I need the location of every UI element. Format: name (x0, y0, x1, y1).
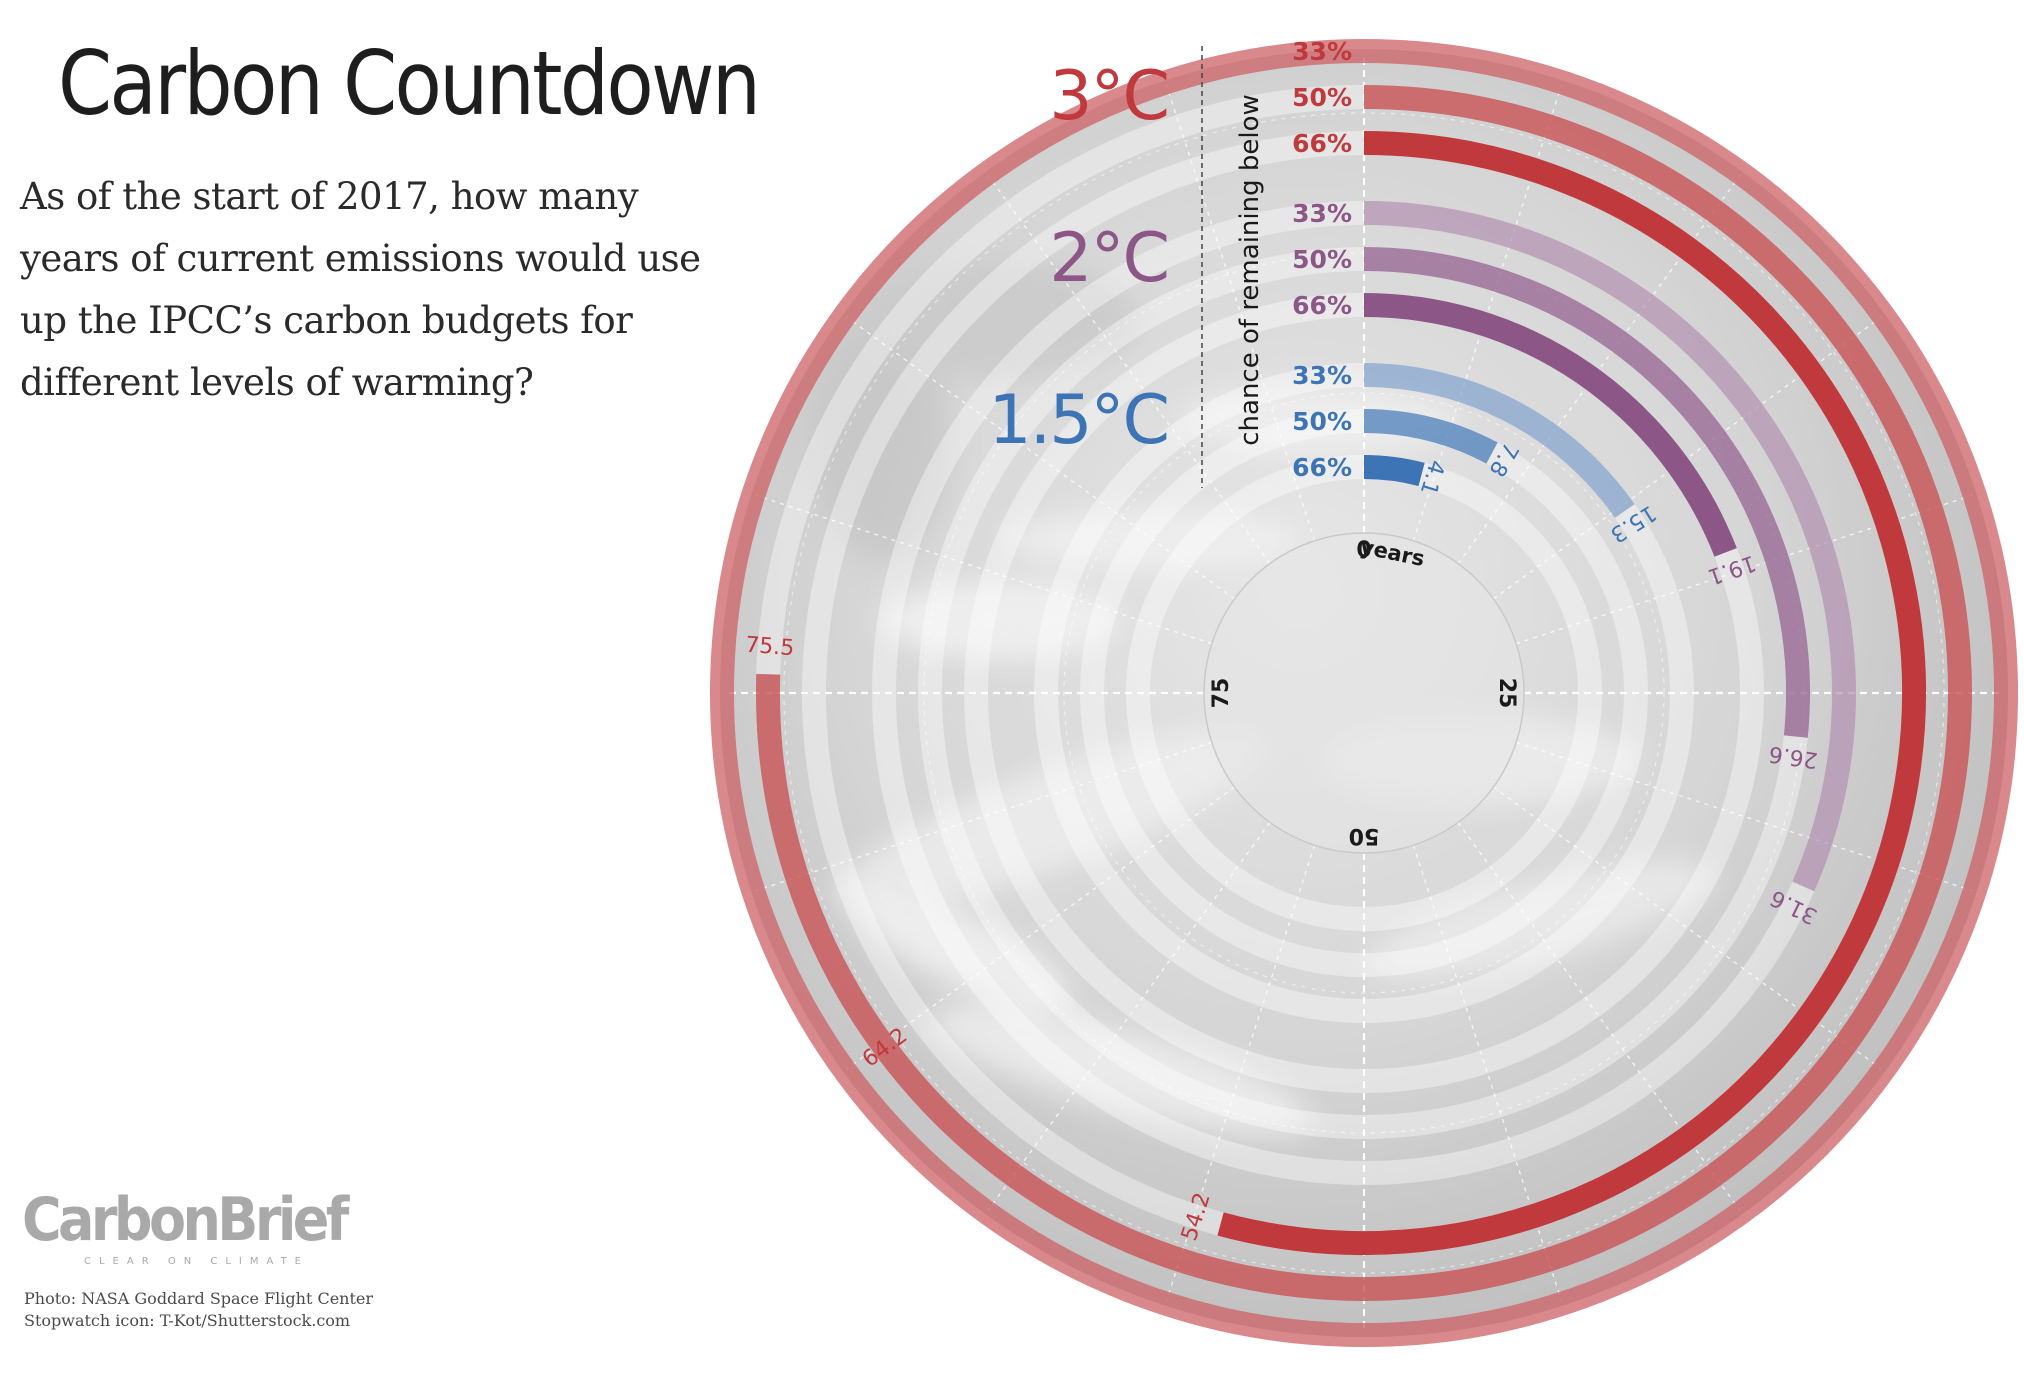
chance-label-3-c-33: 33% (1292, 37, 1352, 66)
photo-credit: Photo: NASA Goddard Space Flight Center (24, 1289, 374, 1308)
center-circle (1203, 532, 1525, 854)
grid-spoke (987, 174, 1271, 564)
temperature-label-2-c: 2°C (1049, 219, 1168, 298)
tick-label: 25 (1494, 678, 1519, 709)
grid-spoke (755, 741, 1213, 892)
tick-label: 0 (1356, 538, 1371, 563)
logo-wordmark: CarbonBrief (22, 1185, 349, 1255)
grid-spoke (1165, 844, 1316, 1302)
bar-1-5-c-66 (1363, 455, 1425, 487)
chance-label-2-c-66: 66% (1292, 291, 1352, 320)
chance-label-3-c-66: 66% (1292, 129, 1352, 158)
row-labels: 33% 50% 66% 3°C 33% 50% 66% 2°C 33% 50% 66% 1.5°C (988, 37, 1352, 482)
page-title: Carbon Countdown (58, 32, 761, 135)
bar-track-1-5-c-33 (1034, 363, 1694, 1023)
grid-spoke (987, 822, 1271, 1212)
icon-credit: Stopwatch icon: T-Kot/Shutterstock.com (24, 1311, 351, 1330)
grid-spoke (845, 316, 1235, 600)
logo-tagline: CLEAR ON CLIMATE (84, 1256, 309, 1267)
tick-label: 50 (1349, 823, 1380, 848)
grid-ring (1063, 392, 1665, 994)
data-label-3-c-50: 75.5 (744, 633, 795, 662)
chance-label-1-5-c-50: 50% (1292, 407, 1352, 436)
grid-ring (783, 112, 1945, 1274)
tick-label: 75 (1209, 678, 1234, 709)
bar-series: 75.554.231.626.619.115.37.84.164.2 (710, 39, 2018, 1347)
grid-spoke (1165, 84, 1316, 542)
bar-2-c-33 (1363, 201, 1857, 892)
title-row: Carbon Countdown (20, 32, 761, 135)
bar-3-c-33 (710, 39, 2018, 1347)
bar-1-5-c-33 (1363, 363, 1635, 518)
grid-spoke (845, 786, 1235, 1070)
bar-1-5-c-50 (1363, 409, 1498, 464)
bar-track-2-c-33 (872, 201, 1856, 1185)
credits: Photo: NASA Goddard Space Flight Center … (24, 1288, 373, 1332)
carbonbrief-logo: CarbonBrief CLEAR ON CLIMATE (22, 1190, 382, 1267)
chance-label-1-5-c-33: 33% (1292, 361, 1352, 390)
bar-3-c-50 (755, 85, 1972, 1301)
page-subtitle: As of the start of 2017, how many years … (20, 175, 701, 404)
bar-2-c-66 (1363, 293, 1737, 557)
axis-label: chance of remaining below (1235, 94, 1265, 446)
chance-label-2-c-33: 33% (1292, 199, 1352, 228)
chance-label-1-5-c-66: 66% (1292, 453, 1352, 482)
header: Carbon Countdown As of the start of 2017… (20, 32, 761, 414)
temperature-label-1-5-c: 1.5°C (988, 381, 1168, 460)
bar-3-c-66 (1217, 131, 1926, 1255)
bar-2-c-50 (1363, 247, 1810, 738)
grid-spoke (755, 494, 1213, 645)
temperature-label-3-c: 3°C (1049, 57, 1168, 136)
chance-label-2-c-50: 50% (1292, 245, 1352, 274)
chance-label-3-c-50: 50% (1292, 83, 1352, 112)
